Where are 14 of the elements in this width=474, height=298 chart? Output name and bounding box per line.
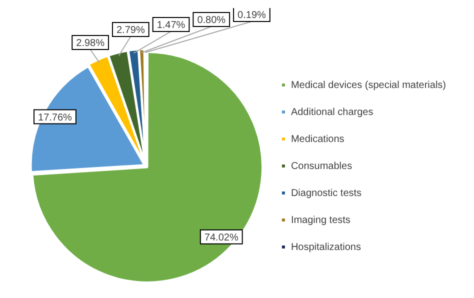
data-label: 17.76% [38,112,72,124]
legend-label: Additional charges [290,106,374,118]
data-label: 2.98% [76,38,105,50]
legend-label: Consumables [290,160,352,172]
data-label: 0.19% [238,10,266,22]
data-label: 0.80% [197,15,226,26]
data-label: 74.02% [204,232,238,244]
data-label: 2.79% [116,25,145,36]
legend-label: Imaging tests [290,214,350,226]
legend-label: Diagnostic tests [290,188,362,199]
data-label: 1.47% [156,20,186,32]
legend-label: Medications [290,134,344,145]
legend-label: Hospitalizations [290,242,361,253]
legend-label: Medical devices (special materials) [290,80,446,91]
